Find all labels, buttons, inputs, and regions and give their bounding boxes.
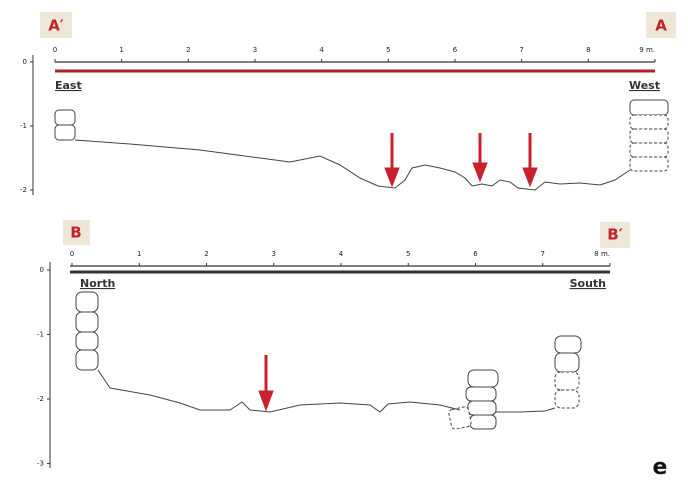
direction-label: West [629,79,660,92]
direction-label: North [80,277,115,290]
panel-label: e [653,455,668,480]
scale-tick-label: 8 [586,46,590,54]
scale-tick-label: 7 [519,46,523,54]
depth-tick-label: 0 [40,266,44,274]
scale-tick-label: 3 [253,46,257,54]
scale-tick-label: 5 [386,46,390,54]
depth-tick-label: -1 [20,122,27,130]
scale-tick-label: 4 [319,46,324,54]
scale-tick-label: 0 [53,46,57,54]
depth-tick-label: -2 [37,395,44,403]
section-label: A [655,17,667,35]
section-label: A′ [48,17,64,35]
arrows [259,355,273,410]
scale-tick-label: 2 [204,250,208,258]
section-label: B [70,224,81,242]
stones [55,100,668,171]
scale-tick-label: 6 [453,46,458,54]
scale-tick-label: 7 [541,250,545,258]
direction-label: East [55,79,82,92]
arrows [385,133,537,186]
stones [76,292,581,430]
scale-tick-label: 1 [119,46,123,54]
scale-tick-label: 9 m. [639,46,655,54]
depth-tick-label: -1 [37,331,44,339]
figure: A′ A East West B B′ North South [0,0,688,484]
scale-tick-label: 8 m. [594,250,610,258]
scale-tick-label: 3 [272,250,276,258]
scale-tick-label: 6 [473,250,478,258]
scale-tick-label: 0 [70,250,74,258]
profile [75,140,630,190]
depth-tick-label: -2 [20,186,27,194]
scale-tick-label: 1 [137,250,141,258]
depth-tick-label: 0 [23,58,27,66]
scale-tick-label: 5 [406,250,410,258]
depth-tick-label: -3 [37,460,44,468]
direction-label: South [570,277,606,290]
section-label: B′ [607,226,622,244]
scale-tick-label: 4 [339,250,344,258]
scale-tick-label: 2 [186,46,190,54]
